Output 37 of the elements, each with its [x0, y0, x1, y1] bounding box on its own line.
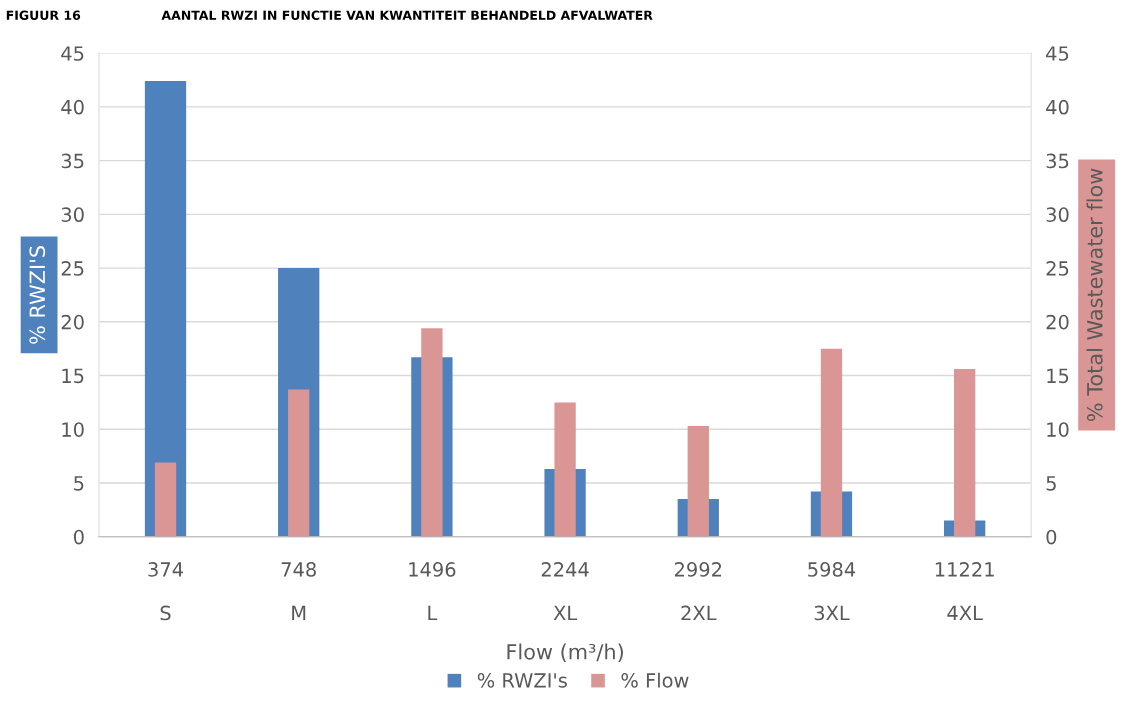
category-label: 11221 4XL: [935, 562, 994, 621]
y-tick-label: 40: [61, 99, 84, 115]
y2-tick-label: 35: [1046, 153, 1069, 169]
legend-label: % RWZI's: [477, 673, 567, 688]
chart-subtitle: AANTAL RWZI IN FUNCTIE VAN KWANTITEIT BEHANDELD AFVALWATER: [161, 10, 653, 20]
bar: [144, 81, 187, 537]
y-tick-label: 5: [74, 476, 84, 491]
y2-tick-label: 15: [1047, 368, 1069, 384]
y2-tick-label: 30: [1046, 207, 1069, 223]
category-label: 5984 3XL: [808, 562, 856, 621]
y-tick-label: 0: [73, 529, 84, 545]
y-tick-label: 20: [61, 314, 84, 330]
y-tick-label: 30: [61, 207, 84, 223]
y2-tick-label: 20: [1046, 314, 1069, 330]
y2-axis-title: % Total Wastewater flow: [1086, 168, 1103, 422]
y2-tick-label: 45: [1046, 46, 1069, 61]
y2-tick-label: 0: [1046, 529, 1057, 545]
category-label: 374 S: [148, 562, 183, 621]
y-tick-label: 45: [61, 46, 84, 61]
category-label: 748 M: [281, 562, 316, 621]
bar: [154, 462, 177, 537]
y-tick-label: 25: [61, 261, 84, 276]
y-axis-title: % RWZI'S: [29, 246, 46, 344]
y2-tick-label: 25: [1046, 261, 1069, 276]
y-tick-label: 15: [62, 368, 84, 384]
x-axis-title: Flow (m³/h): [507, 643, 623, 663]
y2-tick-label: 40: [1046, 99, 1069, 115]
legend-label: % Flow: [621, 672, 689, 688]
y-tick-label: 35: [61, 153, 84, 169]
category-label: 1496 L: [409, 562, 456, 621]
bar: [288, 389, 310, 537]
chart-title: FIGUUR 16: [6, 10, 81, 20]
category-label: 2992 2XL: [674, 562, 722, 621]
category-label: 2244 XL: [541, 562, 589, 621]
y2-tick-label: 5: [1046, 476, 1056, 491]
y-tick-label: 10: [62, 422, 84, 437]
y2-tick-label: 10: [1047, 422, 1069, 437]
